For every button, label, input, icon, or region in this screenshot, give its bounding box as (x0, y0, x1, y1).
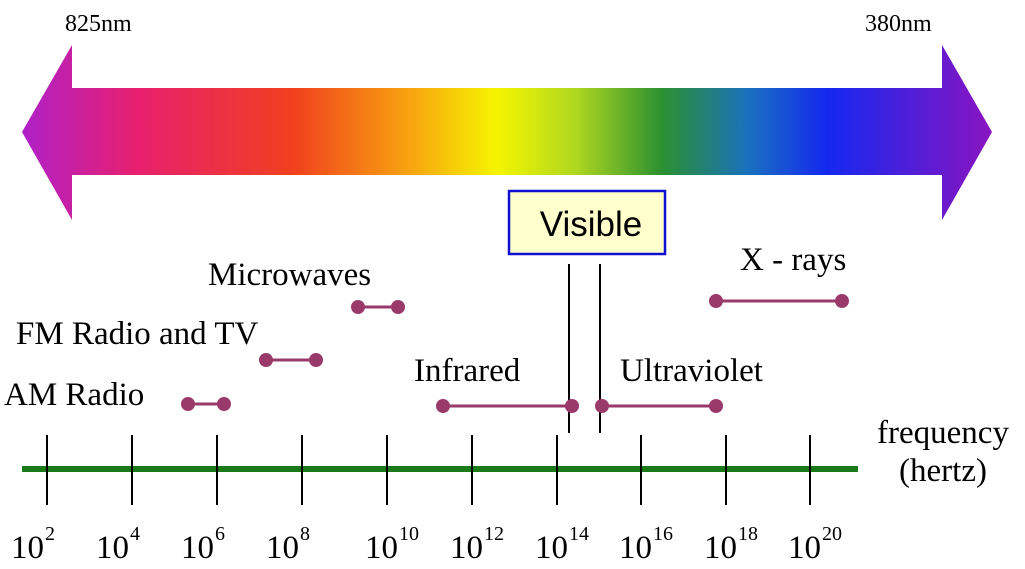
tick-label: 10 (266, 530, 299, 566)
band-label-microwaves: Microwaves (208, 257, 371, 293)
tick-label: 10 (450, 530, 483, 566)
band-range-microwaves (351, 300, 405, 314)
band-label-xrays: X - rays (740, 242, 846, 278)
band-range-xrays (709, 294, 849, 308)
tick-label-exp: 20 (822, 523, 842, 545)
band-label-ultraviolet: Ultraviolet (620, 353, 763, 389)
band-label-fm: FM Radio and TV (16, 316, 258, 352)
tick-label: 10 (704, 530, 737, 566)
tick-label-exp: 12 (484, 523, 504, 545)
tick-label: 10 (619, 530, 652, 566)
tick-label-exp: 10 (399, 523, 419, 545)
spectrum-arrow (22, 45, 992, 220)
right-wavelength-label: 380nm (865, 11, 932, 37)
band-range-am (181, 397, 231, 411)
band-label-am: AM Radio (4, 377, 144, 413)
tick-label-exp: 18 (738, 523, 758, 545)
axis-tick-labels: 10 2 10 4 10 6 10 8 10 10 10 12 10 14 10… (11, 523, 842, 566)
band-range-ultraviolet (595, 399, 723, 413)
visible-box (507, 189, 667, 256)
tick-label: 10 (181, 530, 214, 566)
tick-label: 10 (11, 530, 44, 566)
tick-label: 10 (788, 530, 821, 566)
tick-label: 10 (96, 530, 129, 566)
band-ranges (181, 294, 849, 413)
band-label-infrared: Infrared (414, 353, 521, 389)
tick-label-exp: 14 (569, 523, 589, 545)
axis-ticks (46, 435, 811, 505)
tick-label-exp: 2 (45, 523, 55, 545)
band-range-infrared (436, 399, 579, 413)
tick-label-exp: 4 (130, 523, 140, 545)
left-wavelength-label: 825nm (65, 11, 132, 37)
visible-label: Visible (540, 205, 642, 244)
tick-label-exp: 8 (300, 523, 310, 545)
tick-label: 10 (535, 530, 568, 566)
tick-label: 10 (365, 530, 398, 566)
axis-label-frequency: frequency (877, 415, 1009, 451)
axis-label-hertz: (hertz) (899, 453, 987, 489)
tick-label-exp: 6 (215, 523, 225, 545)
band-range-fm (259, 353, 323, 367)
tick-label-exp: 16 (653, 523, 673, 545)
